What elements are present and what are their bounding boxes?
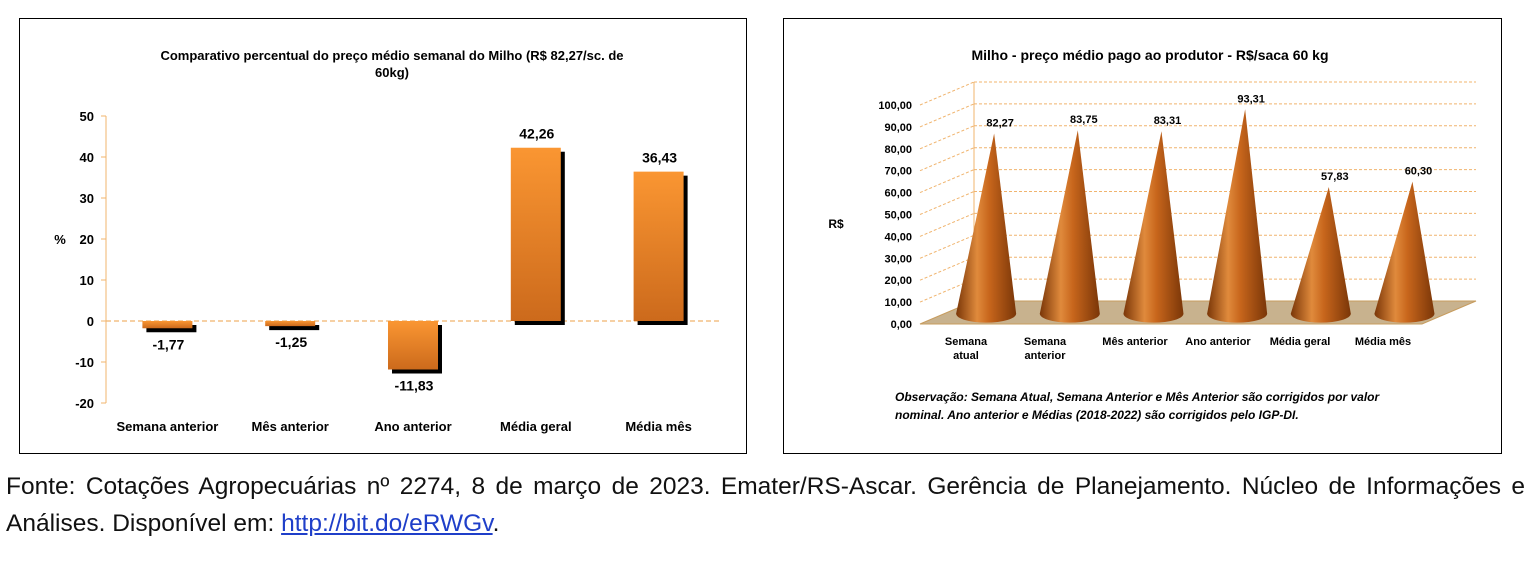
- y-tick-label: 90,00: [884, 122, 912, 134]
- x-tick-label: Média geral: [500, 419, 572, 434]
- data-label: 83,75: [1070, 114, 1098, 126]
- chart-title-line: 60kg): [375, 65, 409, 80]
- cone: [1123, 131, 1184, 323]
- price-cone-chart-panel: Milho - preço médio pago ao produtor - R…: [783, 18, 1502, 454]
- data-label: 60,30: [1405, 166, 1433, 178]
- y-tick-label: 20: [80, 232, 94, 247]
- y-tick-label: 40: [80, 150, 94, 165]
- x-tick-label-line: atual: [953, 350, 979, 362]
- y-tick-label: 10: [80, 273, 94, 288]
- bar-shadow: [269, 325, 320, 331]
- chart-title: Milho - preço médio pago ao produtor - R…: [971, 47, 1328, 63]
- y-tick-label: 20,00: [884, 275, 912, 287]
- y-axis-label: R$: [828, 217, 844, 231]
- y-tick-label: 60,00: [884, 188, 912, 200]
- data-label: 57,83: [1321, 171, 1349, 183]
- y-tick-label: 30,00: [884, 253, 912, 265]
- y-axis-label: %: [54, 232, 66, 247]
- y-tick-label: 100,00: [878, 100, 912, 112]
- x-tick-label: Média mês: [1355, 336, 1411, 348]
- data-label: 42,26: [519, 126, 554, 142]
- percent-comparison-chart-panel: Comparativo percentual do preço médio se…: [19, 18, 747, 454]
- observation-note-line: nominal. Ano anterior e Médias (2018-202…: [895, 408, 1299, 422]
- cone: [1039, 130, 1100, 323]
- y-tick-label: 80,00: [884, 144, 912, 156]
- observation-note: Observação: Semana Atual, Semana Anterio…: [895, 390, 1380, 422]
- y-tick-label: -20: [75, 396, 94, 411]
- data-label: 36,43: [642, 150, 677, 166]
- x-tick-label: Semana atual: [945, 336, 988, 362]
- grid-depth-line: [919, 169, 975, 194]
- source-caption-text: Fonte: Cotações Agropecuárias nº 2274, 8…: [6, 473, 1525, 537]
- data-label: 82,27: [986, 117, 1014, 129]
- source-link[interactable]: http://bit.do/eRWGv: [281, 510, 493, 537]
- price-cone-chart: Milho - preço médio pago ao produtor - R…: [828, 47, 1477, 422]
- x-tick-label-line: anterior: [1025, 350, 1067, 362]
- grid-depth-line: [919, 147, 975, 172]
- data-label: -1,77: [152, 336, 184, 352]
- bar: [510, 147, 561, 321]
- cone: [1374, 181, 1435, 323]
- grid-depth-line: [919, 125, 975, 150]
- y-tick-label: 70,00: [884, 166, 912, 178]
- x-tick-label: Semana anterior: [116, 419, 218, 434]
- grid-depth-line: [919, 81, 975, 106]
- y-tick-label: -10: [75, 355, 94, 370]
- x-tick-label: Semana anterior: [1024, 336, 1067, 362]
- observation-note-line: Observação: Semana Atual, Semana Anterio…: [895, 390, 1380, 404]
- x-tick-label: Mês anterior: [1102, 336, 1168, 348]
- cone: [956, 133, 1017, 323]
- x-tick-label-line: Semana: [1024, 336, 1067, 348]
- data-label: 83,31: [1154, 115, 1182, 127]
- x-tick-label: Ano anterior: [374, 419, 451, 434]
- bar: [388, 321, 438, 370]
- data-label: 93,31: [1237, 93, 1265, 105]
- x-tick-label: Ano anterior: [1185, 336, 1251, 348]
- bar: [142, 321, 193, 329]
- x-tick-label: Média mês: [625, 419, 691, 434]
- y-tick-label: 10,00: [884, 297, 912, 309]
- y-tick-label: 50,00: [884, 210, 912, 222]
- x-tick-label: Média geral: [1270, 336, 1331, 348]
- grid-depth-line: [919, 103, 975, 128]
- y-tick-label: 30: [80, 191, 94, 206]
- chart-title: Comparativo percentual do preço médio se…: [160, 48, 623, 80]
- data-label: -11,83: [395, 378, 434, 394]
- chart-title-line: Comparativo percentual do preço médio se…: [160, 48, 623, 63]
- source-caption-trailing: .: [492, 510, 500, 537]
- data-label: -1,25: [275, 334, 307, 350]
- percent-comparison-chart: Comparativo percentual do preço médio se…: [54, 48, 720, 434]
- source-caption: Fonte: Cotações Agropecuárias nº 2274, 8…: [6, 468, 1525, 542]
- y-tick-label: 50: [80, 109, 94, 124]
- bar-shadow: [146, 325, 197, 333]
- grid-depth-line: [919, 212, 975, 237]
- cone: [1290, 187, 1351, 323]
- bar: [633, 171, 684, 321]
- x-tick-label: Mês anterior: [252, 419, 329, 434]
- x-tick-label-line: Semana: [945, 336, 988, 348]
- bar: [265, 321, 316, 327]
- y-tick-label: 0: [87, 314, 94, 329]
- cone: [1207, 109, 1268, 323]
- grid-depth-line: [919, 191, 975, 215]
- y-tick-label: 40,00: [884, 231, 912, 243]
- y-tick-label: 0,00: [891, 319, 912, 331]
- grid-depth-line: [919, 234, 975, 259]
